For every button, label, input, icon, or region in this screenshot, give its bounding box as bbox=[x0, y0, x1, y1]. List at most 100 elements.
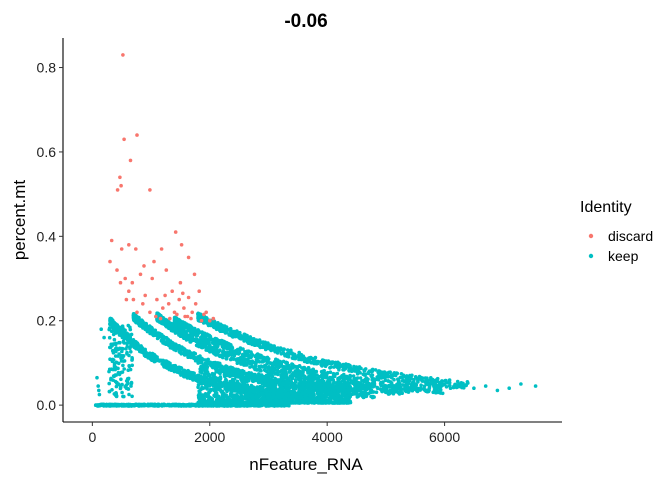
data-point bbox=[173, 402, 178, 407]
data-point bbox=[286, 355, 291, 359]
data-point bbox=[243, 335, 248, 339]
data-point bbox=[225, 347, 229, 351]
data-point bbox=[297, 357, 301, 362]
data-point bbox=[284, 361, 288, 365]
data-point bbox=[160, 402, 164, 407]
data-point bbox=[279, 373, 284, 378]
data-point bbox=[210, 337, 215, 342]
data-point bbox=[276, 372, 280, 377]
data-point bbox=[388, 370, 393, 375]
data-point bbox=[241, 354, 245, 359]
data-point bbox=[261, 358, 266, 363]
data-point bbox=[345, 395, 350, 399]
data-point bbox=[283, 374, 287, 378]
data-point bbox=[328, 370, 333, 375]
data-point bbox=[165, 363, 170, 368]
data-point bbox=[192, 377, 197, 382]
data-point bbox=[153, 402, 157, 407]
data-point bbox=[274, 346, 279, 351]
data-point bbox=[366, 386, 370, 391]
data-point bbox=[222, 368, 227, 372]
data-point bbox=[383, 378, 388, 383]
data-point bbox=[151, 357, 156, 361]
data-point bbox=[187, 328, 192, 333]
data-point bbox=[319, 388, 324, 393]
data-point bbox=[386, 379, 390, 383]
data-point bbox=[351, 379, 356, 383]
data-point bbox=[287, 403, 291, 408]
data-point bbox=[251, 379, 255, 384]
data-point bbox=[301, 370, 305, 375]
data-point bbox=[220, 329, 224, 333]
data-point bbox=[243, 350, 247, 354]
data-point bbox=[264, 365, 268, 369]
data-point bbox=[419, 375, 423, 380]
data-point bbox=[252, 340, 257, 344]
data-point bbox=[114, 322, 118, 326]
data-point bbox=[328, 390, 332, 395]
data-point bbox=[182, 368, 187, 373]
data-point bbox=[222, 344, 226, 348]
data-point bbox=[351, 374, 356, 378]
data-point bbox=[180, 403, 184, 408]
data-point bbox=[336, 393, 341, 397]
data-point bbox=[183, 332, 188, 337]
data-point bbox=[229, 349, 233, 354]
data-point bbox=[342, 379, 347, 384]
data-point bbox=[177, 319, 182, 324]
data-point bbox=[169, 323, 173, 328]
data-point bbox=[124, 403, 129, 408]
data-point bbox=[131, 313, 136, 318]
data-point bbox=[203, 358, 208, 362]
data-point bbox=[282, 347, 286, 351]
data-point bbox=[333, 372, 338, 377]
data-point bbox=[249, 383, 254, 388]
data-point bbox=[232, 329, 236, 334]
data-point bbox=[404, 374, 409, 378]
data-point bbox=[136, 347, 140, 351]
data-point bbox=[195, 337, 200, 342]
data-point bbox=[361, 378, 366, 383]
data-point bbox=[240, 369, 244, 374]
data-point bbox=[381, 380, 385, 384]
data-point bbox=[135, 316, 139, 320]
data-point bbox=[133, 345, 137, 349]
data-point bbox=[283, 401, 288, 405]
data-point bbox=[290, 362, 294, 366]
data-point bbox=[321, 362, 326, 367]
data-point bbox=[210, 363, 215, 368]
data-point bbox=[254, 358, 259, 362]
data-point bbox=[227, 383, 231, 388]
data-point bbox=[265, 357, 270, 361]
data-point bbox=[315, 361, 320, 366]
data-point bbox=[269, 361, 274, 366]
data-point bbox=[246, 341, 251, 346]
data-point bbox=[202, 332, 206, 337]
data-point bbox=[313, 355, 318, 360]
data-point bbox=[182, 351, 186, 356]
data-point bbox=[360, 393, 364, 397]
data-point bbox=[400, 391, 405, 396]
data-point bbox=[231, 357, 236, 361]
data-point bbox=[246, 359, 251, 363]
data-point bbox=[304, 376, 308, 381]
data-point bbox=[224, 356, 229, 361]
data-point bbox=[204, 348, 208, 352]
data-point bbox=[185, 349, 190, 354]
data-point bbox=[299, 353, 303, 358]
data-point bbox=[190, 330, 194, 335]
data-point bbox=[432, 379, 437, 384]
data-point bbox=[163, 317, 168, 322]
data-point bbox=[216, 361, 220, 365]
data-point bbox=[224, 325, 229, 329]
data-point bbox=[155, 357, 160, 362]
data-point bbox=[283, 365, 288, 369]
data-point bbox=[119, 403, 123, 407]
data-point bbox=[325, 360, 330, 365]
data-point bbox=[248, 373, 252, 378]
data-point bbox=[254, 367, 259, 372]
data-point bbox=[229, 404, 233, 408]
data-point bbox=[212, 347, 216, 351]
data-point bbox=[302, 365, 306, 370]
data-point bbox=[196, 314, 201, 319]
